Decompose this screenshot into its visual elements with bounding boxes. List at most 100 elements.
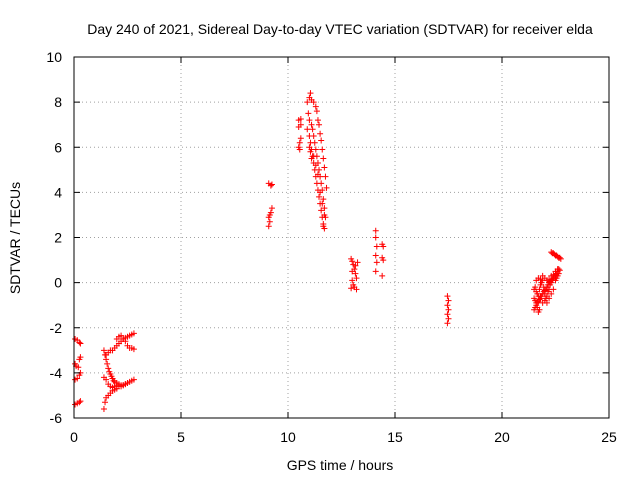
y-tick-label: 8 bbox=[54, 94, 62, 110]
data-point bbox=[353, 286, 360, 293]
data-point bbox=[314, 117, 321, 124]
data-point bbox=[312, 103, 319, 110]
data-point bbox=[550, 271, 557, 278]
x-tick-label: 25 bbox=[601, 429, 617, 445]
data-point bbox=[556, 267, 563, 274]
data-point bbox=[548, 290, 555, 297]
data-point bbox=[550, 286, 557, 293]
data-point bbox=[122, 338, 129, 345]
data-point bbox=[306, 117, 313, 124]
data-point bbox=[318, 137, 325, 144]
data-point bbox=[320, 223, 327, 230]
y-tick-labels: -6 -4 -2 0 2 4 6 8 10 bbox=[46, 49, 62, 426]
data-point bbox=[307, 90, 314, 97]
data-point bbox=[349, 258, 356, 265]
data-point bbox=[319, 200, 326, 207]
data-point bbox=[354, 259, 361, 266]
data-point bbox=[296, 146, 303, 153]
data-point bbox=[312, 162, 319, 169]
data-point bbox=[304, 99, 311, 106]
data-point bbox=[321, 164, 328, 171]
data-point bbox=[546, 295, 553, 302]
data-point bbox=[536, 296, 543, 303]
y-tick-label: 6 bbox=[54, 139, 62, 155]
data-point bbox=[533, 299, 540, 306]
data-point bbox=[444, 293, 451, 300]
data-point bbox=[322, 173, 329, 180]
data-points bbox=[72, 90, 564, 412]
data-point bbox=[380, 257, 387, 264]
data-point bbox=[380, 243, 387, 250]
y-axis-label: SDTVAR / TECUs bbox=[7, 182, 23, 294]
grid bbox=[74, 57, 609, 418]
data-point bbox=[309, 126, 316, 133]
data-point bbox=[379, 272, 386, 279]
x-tick-label: 15 bbox=[387, 429, 403, 445]
data-point bbox=[267, 182, 274, 189]
chart-title: Day 240 of 2021, Sidereal Day-to-day VTE… bbox=[87, 21, 593, 37]
data-point bbox=[297, 116, 304, 123]
data-point bbox=[353, 275, 360, 282]
data-point bbox=[444, 311, 451, 318]
data-point bbox=[77, 340, 84, 347]
data-point bbox=[557, 255, 564, 262]
data-point bbox=[130, 330, 137, 337]
data-point bbox=[373, 259, 380, 266]
data-point bbox=[75, 364, 82, 371]
x-tick-label: 20 bbox=[494, 429, 510, 445]
data-point bbox=[320, 196, 327, 203]
data-point bbox=[320, 155, 327, 162]
data-point bbox=[77, 354, 84, 361]
y-tick-label: 4 bbox=[54, 184, 62, 200]
data-point bbox=[372, 234, 379, 241]
data-point bbox=[312, 146, 319, 153]
data-point bbox=[445, 297, 452, 304]
data-point bbox=[130, 346, 137, 353]
data-point bbox=[444, 302, 451, 309]
data-point bbox=[296, 139, 303, 146]
data-point bbox=[297, 135, 304, 142]
axis-ticks bbox=[73, 56, 610, 419]
y-tick-label: 10 bbox=[46, 49, 62, 65]
data-point bbox=[77, 398, 84, 405]
data-point bbox=[122, 381, 129, 388]
data-point bbox=[445, 315, 452, 322]
data-point bbox=[444, 320, 451, 327]
data-point bbox=[316, 166, 323, 173]
data-point bbox=[102, 399, 109, 406]
data-point bbox=[372, 227, 379, 234]
x-tick-label: 0 bbox=[70, 429, 78, 445]
y-tick-label: 2 bbox=[54, 230, 62, 246]
y-tick-label: -6 bbox=[50, 410, 63, 426]
data-point bbox=[540, 284, 547, 291]
data-point bbox=[103, 376, 110, 383]
data-point bbox=[317, 130, 324, 137]
data-point bbox=[316, 121, 323, 128]
data-point bbox=[104, 360, 111, 367]
data-point bbox=[314, 171, 321, 178]
data-point bbox=[536, 306, 543, 313]
y-tick-label: 0 bbox=[54, 275, 62, 291]
data-point bbox=[372, 268, 379, 275]
y-tick-label: -4 bbox=[50, 365, 63, 381]
x-tick-label: 10 bbox=[280, 429, 296, 445]
x-tick-label: 5 bbox=[177, 429, 185, 445]
data-point bbox=[445, 306, 452, 313]
data-point bbox=[268, 181, 275, 188]
data-point bbox=[372, 252, 379, 259]
data-point bbox=[76, 339, 83, 346]
y-tick-label: -2 bbox=[50, 320, 63, 336]
data-point bbox=[110, 377, 117, 384]
data-point bbox=[319, 146, 326, 153]
data-point bbox=[349, 277, 356, 284]
data-point bbox=[537, 293, 544, 300]
data-point bbox=[266, 218, 273, 225]
data-point bbox=[556, 254, 563, 261]
data-point bbox=[318, 180, 325, 187]
data-point bbox=[297, 121, 304, 128]
x-tick-labels: 0 5 10 15 20 25 bbox=[70, 429, 617, 445]
data-point bbox=[74, 375, 81, 382]
data-point bbox=[306, 144, 313, 151]
data-point bbox=[307, 148, 314, 155]
